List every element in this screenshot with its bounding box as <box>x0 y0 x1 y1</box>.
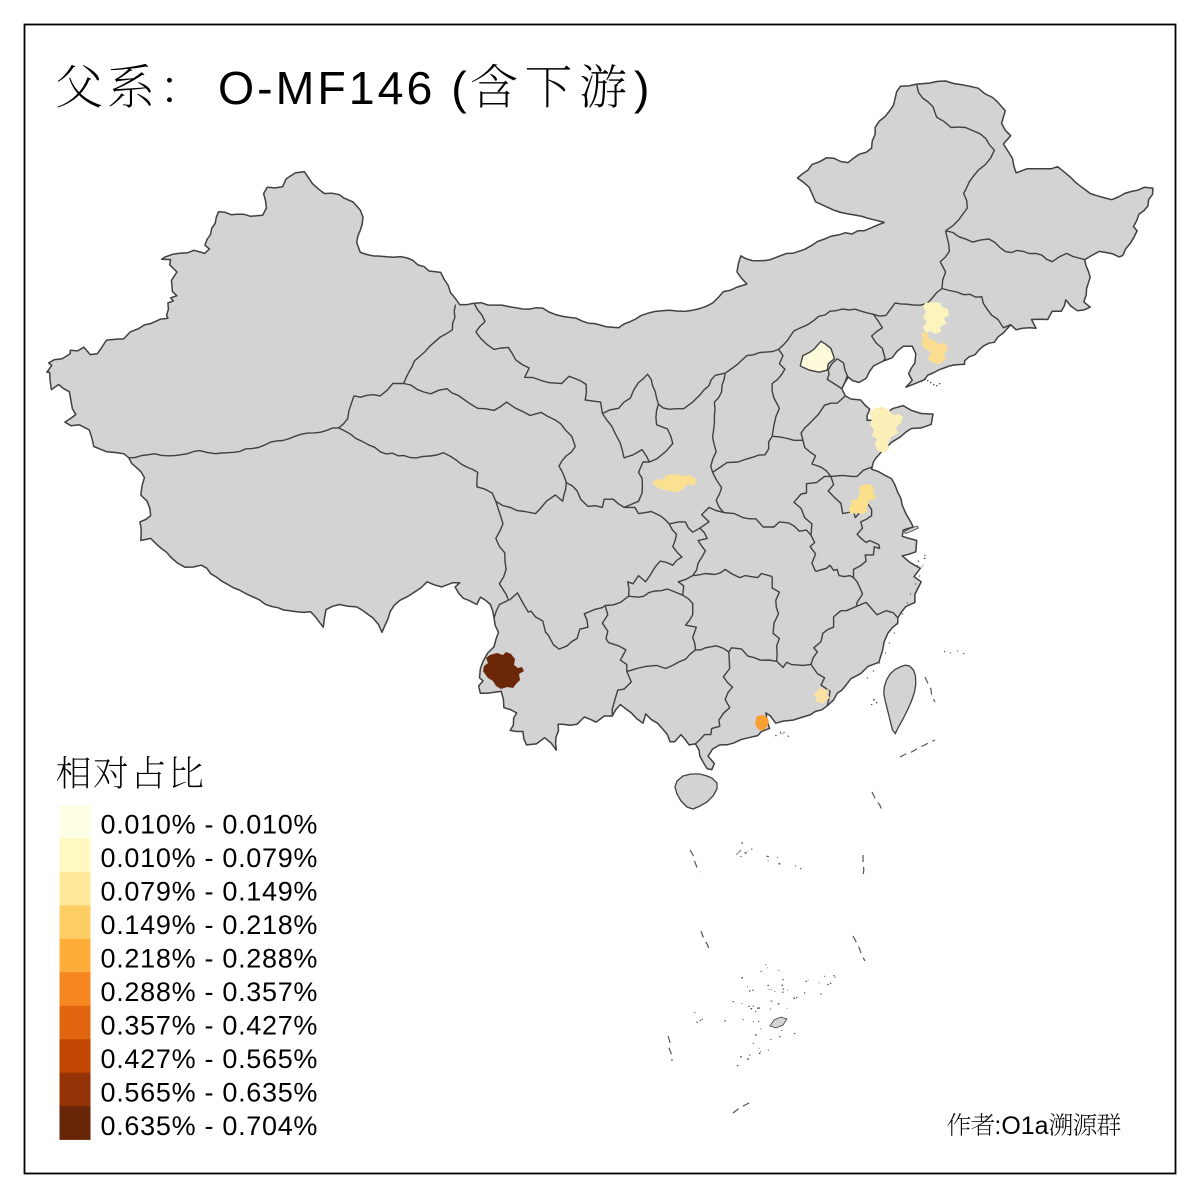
svg-text:0.149% - 0.218%: 0.149% - 0.218% <box>101 910 319 940</box>
svg-text:0.218% - 0.288%: 0.218% - 0.288% <box>101 944 319 974</box>
svg-text:): ) <box>634 62 650 114</box>
svg-text:O-MF146 (: O-MF146 ( <box>218 62 470 114</box>
svg-text:0.427% - 0.565%: 0.427% - 0.565% <box>101 1044 319 1074</box>
svg-text:0.010% - 0.010%: 0.010% - 0.010% <box>101 810 319 840</box>
svg-text:0.565% - 0.635%: 0.565% - 0.635% <box>101 1077 319 1107</box>
svg-text:0.357% - 0.427%: 0.357% - 0.427% <box>101 1010 319 1040</box>
svg-text:0.079% - 0.149%: 0.079% - 0.149% <box>101 877 319 907</box>
svg-text:0.010% - 0.079%: 0.010% - 0.079% <box>101 843 319 873</box>
svg-text:0.635% - 0.704%: 0.635% - 0.704% <box>101 1111 319 1141</box>
svg-text::O1a: :O1a <box>994 1112 1048 1140</box>
svg-text:0.288% - 0.357%: 0.288% - 0.357% <box>101 977 319 1007</box>
